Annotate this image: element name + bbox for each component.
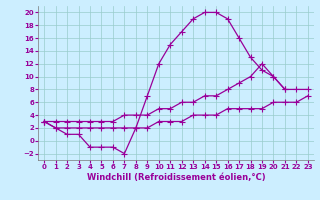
X-axis label: Windchill (Refroidissement éolien,°C): Windchill (Refroidissement éolien,°C) [87,173,265,182]
